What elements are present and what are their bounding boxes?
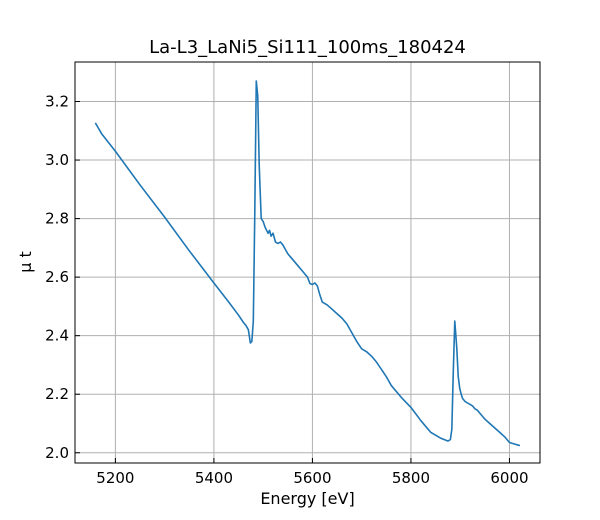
- grid-layer: [75, 62, 540, 463]
- x-tick-label: 5200: [96, 469, 134, 487]
- y-tick-label: 3.0: [45, 151, 69, 169]
- y-tick-label: 2.2: [45, 385, 69, 403]
- x-tick-label: 6000: [490, 469, 528, 487]
- series-layer: [94, 80, 521, 447]
- x-axis-title: Energy [eV]: [260, 489, 354, 508]
- chart-title: La-L3_LaNi5_Si111_100ms_180424: [149, 37, 466, 58]
- series-line: [94, 80, 521, 447]
- axes-layer: [74, 61, 541, 464]
- x-tick-label: 5800: [392, 469, 430, 487]
- plot-frame: [74, 61, 541, 464]
- y-tick-label: 3.2: [45, 93, 69, 111]
- x-tick-label: 5400: [195, 469, 233, 487]
- y-tick-label: 2.8: [45, 210, 69, 228]
- y-tick-label: 2.0: [45, 444, 69, 462]
- y-tick-label: 2.6: [45, 268, 69, 286]
- y-axis-title: μ t: [16, 251, 35, 273]
- y-tick-label: 2.4: [45, 327, 69, 345]
- x-tick-label: 5600: [293, 469, 331, 487]
- ticks-layer: 5200 5400 5600 5800 6000 2.0 2.2 2.4 2.6 2.8 3.0 3.…: [45, 93, 528, 487]
